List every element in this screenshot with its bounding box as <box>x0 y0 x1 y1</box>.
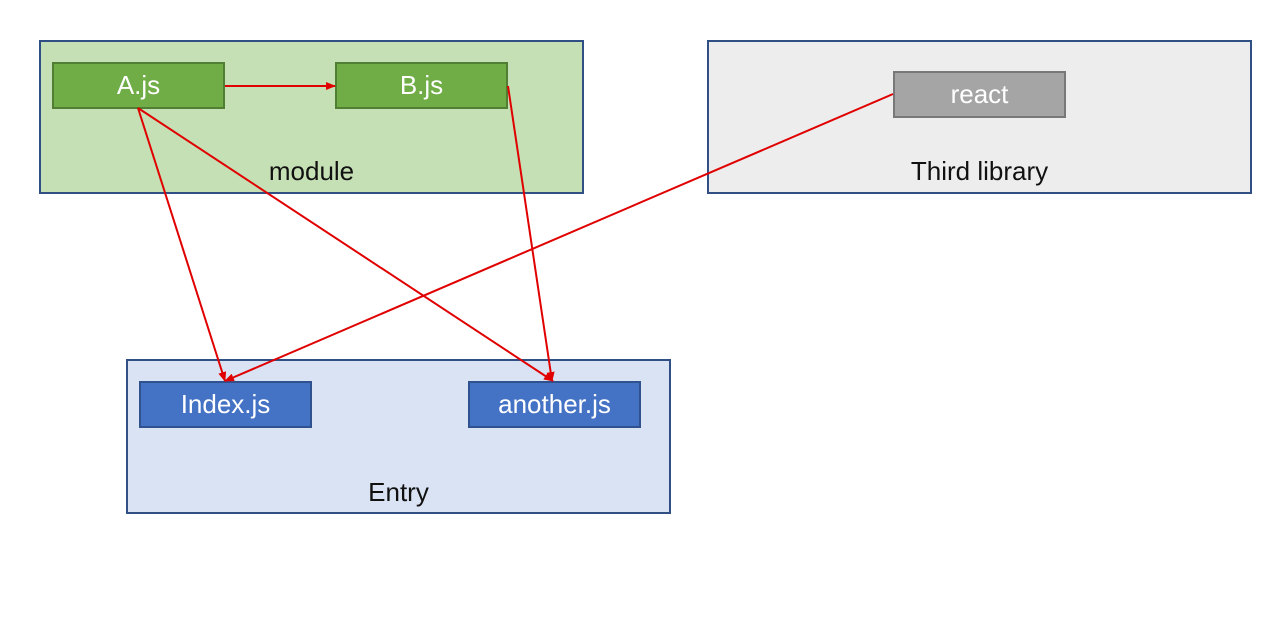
entry-group-label: Entry <box>368 477 429 507</box>
edge-b-to-another <box>507 85 555 382</box>
module-group-label: module <box>268 156 355 186</box>
node-b-js: B.js <box>335 62 508 109</box>
edge-a-to-another <box>137 107 554 382</box>
edge-react-to-index <box>224 93 894 382</box>
node-index-js: Index.js <box>139 381 312 428</box>
node-a-js: A.js <box>52 62 225 109</box>
third-library-group-label: Third library <box>910 156 1049 186</box>
node-react: react <box>893 71 1066 118</box>
edge-a-to-index <box>137 107 227 382</box>
node-another-js: another.js <box>468 381 641 428</box>
